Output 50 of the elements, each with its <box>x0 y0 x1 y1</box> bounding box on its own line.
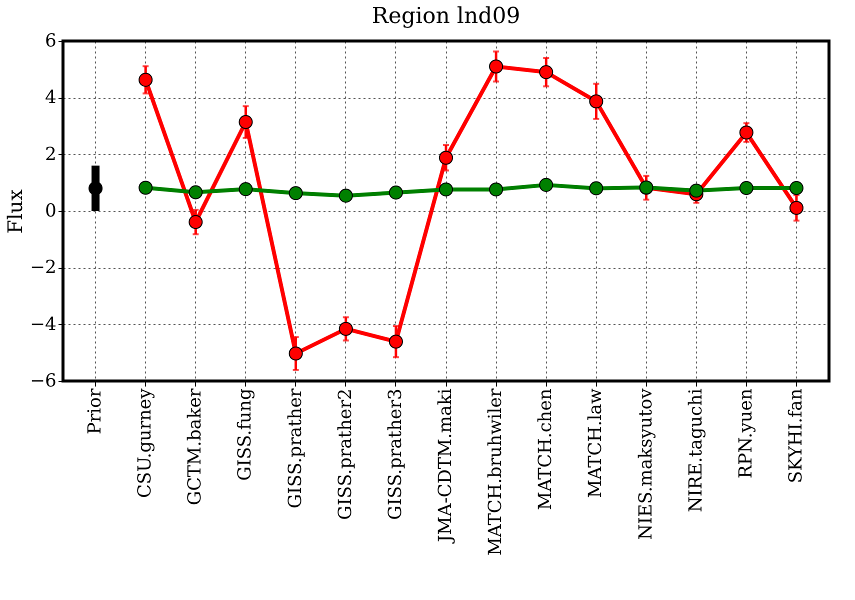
point <box>388 186 403 200</box>
y-tick-label: −2 <box>30 257 56 278</box>
y-tick-label: 4 <box>45 87 56 108</box>
point <box>338 188 353 203</box>
x-tick-label: Prior <box>84 388 106 434</box>
y-tick-label: −4 <box>30 314 56 335</box>
point <box>539 65 554 80</box>
x-tick-label: GISS.prather3 <box>384 388 406 520</box>
point <box>338 322 353 336</box>
point <box>438 182 454 196</box>
x-tick-label: SKYHI.fan <box>785 388 806 484</box>
point <box>138 72 153 87</box>
point <box>689 184 704 198</box>
y-tick-label: −6 <box>30 370 56 392</box>
point <box>789 181 804 196</box>
x-tick-label: MATCH.chen <box>535 388 556 510</box>
point <box>138 180 153 195</box>
x-tick-label: NIES.maksyutov <box>635 388 656 540</box>
point <box>789 200 804 215</box>
y-axis-title: Flux <box>2 188 27 234</box>
point <box>288 346 303 361</box>
x-tick-label: GISS.fung <box>234 388 256 481</box>
x-tick-label: NIRE.taguchi <box>685 388 706 512</box>
x-tick-label: GISS.prather2 <box>334 388 356 520</box>
point <box>539 178 554 192</box>
x-tick-label: MATCH.bruhwiler <box>485 388 506 556</box>
point <box>238 182 253 196</box>
point <box>438 150 454 165</box>
point <box>739 181 754 196</box>
point <box>589 181 604 196</box>
chart-title: Region lnd09 <box>372 4 520 29</box>
x-tick-label: GISS.prather <box>284 388 306 508</box>
point <box>489 59 504 74</box>
point <box>489 182 504 196</box>
x-tick-label: MATCH.law <box>585 388 606 498</box>
y-tick-label: 0 <box>45 200 56 222</box>
x-tick-label: JMA-CDTM.maki <box>435 388 456 544</box>
x-tick-label: GCTM.baker <box>184 388 206 506</box>
point <box>238 115 253 130</box>
x-tick-label: RPN.yuen <box>735 388 756 478</box>
point <box>388 334 403 349</box>
point <box>288 186 303 200</box>
y-tick-label: 6 <box>45 30 56 52</box>
point <box>739 126 754 140</box>
point <box>188 215 203 230</box>
x-tick-label: CSU.gurney <box>134 388 156 498</box>
point <box>188 185 203 200</box>
point <box>88 181 103 196</box>
point <box>589 94 604 108</box>
y-tick-label: 2 <box>45 144 56 165</box>
